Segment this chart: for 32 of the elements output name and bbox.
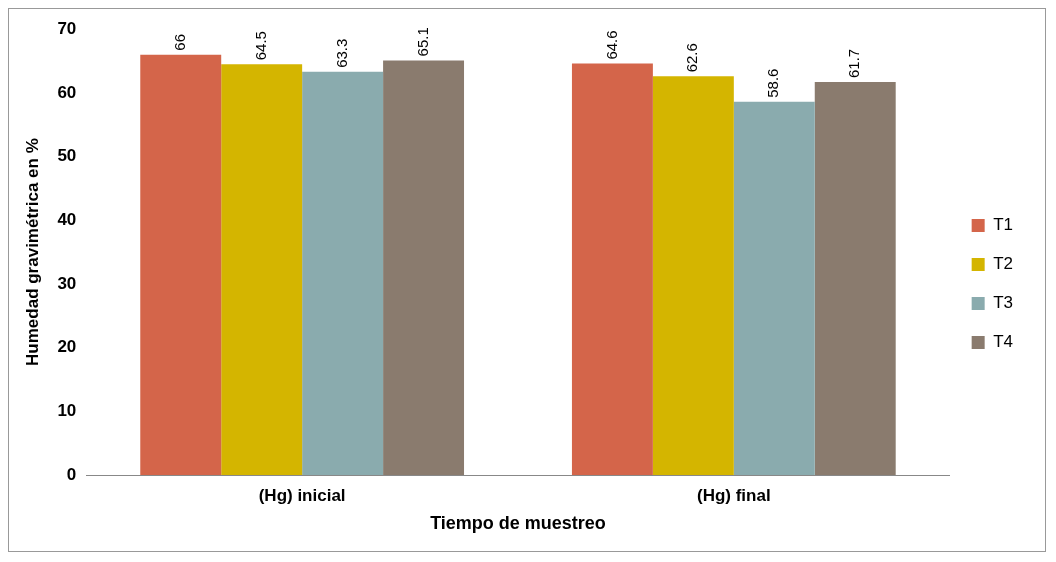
x-tick-label: (Hg) inicial <box>258 485 346 505</box>
y-axis-title: Humedad gravimétrica en % <box>22 138 42 366</box>
data-label: 61.7 <box>845 48 863 79</box>
data-label: 66 <box>170 33 188 51</box>
y-tick-label: 50 <box>57 146 77 166</box>
x-axis-title: Tiempo de muestreo <box>430 513 606 534</box>
bar <box>733 101 815 475</box>
bar <box>814 82 896 475</box>
y-tick-label: 10 <box>57 401 77 420</box>
y-tick-label: 30 <box>57 273 77 293</box>
bar <box>221 64 303 475</box>
data-label: 64.5 <box>251 31 269 61</box>
bar <box>652 76 734 475</box>
y-tick-label: 70 <box>57 18 77 38</box>
legend-label: T4 <box>993 332 1013 352</box>
bar <box>302 71 384 475</box>
y-tick-label: 60 <box>57 82 77 102</box>
legend-label: T3 <box>993 293 1013 313</box>
bar <box>383 60 465 475</box>
legend-label: T2 <box>993 254 1013 274</box>
x-tick-label: (Hg) final <box>696 485 771 505</box>
bar <box>571 63 653 475</box>
data-label: 63.3 <box>332 38 350 68</box>
data-label: 65.1 <box>413 27 431 57</box>
legend-label: T1 <box>993 215 1013 235</box>
data-label: 64.6 <box>602 30 620 60</box>
data-label: 58.6 <box>764 68 782 98</box>
y-tick-label: 20 <box>57 337 77 357</box>
y-tick-label: 0 <box>66 464 77 484</box>
y-tick-label: 40 <box>57 209 77 229</box>
data-label: 62.6 <box>683 43 701 73</box>
bar <box>140 54 222 475</box>
